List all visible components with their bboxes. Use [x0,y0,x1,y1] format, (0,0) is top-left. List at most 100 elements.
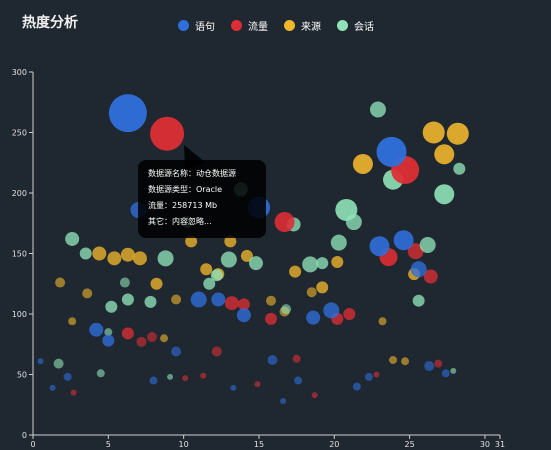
bubble-语句 [49,384,56,391]
bubble-流量 [407,243,424,260]
bubble-语句 [424,361,435,372]
bubble-流量 [254,381,261,388]
bubble-流量 [182,375,189,382]
bubble-语句 [149,376,158,385]
bubble-流量 [70,389,77,396]
bubble-语句 [306,310,321,325]
bubble-来源 [266,295,277,306]
y-tick-label: 50 [17,371,27,380]
bubble-会话 [167,373,174,380]
bubble-会话 [79,247,92,260]
bubble-语句 [89,322,104,337]
bubble-会话 [281,304,292,315]
data-tooltip: 数据源名称：动仓数据源 数据源类型：Oracle 流量：258713 Mb 其它… [138,160,266,238]
bubble-来源 [132,251,147,266]
bubble-来源 [224,235,237,248]
bubble-语句 [323,302,340,319]
bubble-语句 [230,384,237,391]
bubble-流量 [200,372,207,379]
legend-item-traffic[interactable]: 流量 [231,18,268,33]
bubble-会话 [369,101,386,118]
bubble-语句 [369,236,390,257]
legend-item-session[interactable]: 会话 [337,18,374,33]
bubble-会话 [104,328,113,337]
bubble-流量 [150,116,185,151]
bubble-会话 [53,358,64,369]
bubble-来源 [306,287,317,298]
bubble-会话 [434,184,455,205]
bubble-来源 [107,251,122,266]
legend: 语句 流量 来源 会话 [178,18,374,33]
bubble-语句 [63,372,72,381]
bubble-流量 [224,296,239,311]
x-tick-label: 20 [329,440,339,449]
bubble-语句 [280,398,287,405]
bubble-流量 [311,392,318,399]
bubble-会话 [302,256,319,273]
x-tick-label: 30 [480,440,490,449]
bubble-会话 [335,198,358,221]
bubble-会话 [412,294,425,307]
bubble-语句 [37,358,44,365]
bubble-语句 [376,136,407,167]
legend-label-session: 会话 [354,22,374,33]
bubble-来源 [434,144,455,165]
bubble-语句 [267,354,278,365]
bubble-会话 [248,256,263,271]
bubble-流量 [237,298,250,311]
bubble-流量 [121,327,134,340]
legend-item-statement[interactable]: 语句 [178,18,215,33]
bubble-来源 [68,317,77,326]
y-tick-label: 250 [12,129,27,138]
y-tick-label: 300 [12,68,27,77]
bubble-语句 [410,261,427,278]
bubble-来源 [200,263,213,276]
bubble-会话 [119,277,130,288]
legend-label-traffic: 流量 [248,22,268,33]
x-tick-label: 10 [179,440,189,449]
bubble-语句 [441,369,450,378]
bubble-会话 [330,234,347,251]
x-tick-label: 0 [30,440,35,449]
bubble-会话 [157,250,174,267]
x-tick-label: 5 [106,440,111,449]
bubble-来源 [171,294,182,305]
bubble-会话 [316,257,329,270]
bubble-语句 [171,346,182,357]
legend-item-source[interactable]: 来源 [284,18,321,33]
legend-dot-statement [178,20,189,31]
bubble-来源 [160,334,169,343]
bubble-语句 [190,291,207,308]
bubble-会话 [96,369,105,378]
bubble-会话 [220,251,237,268]
bubble-会话 [203,277,216,290]
bubble-流量 [265,312,278,325]
bubble-流量 [434,359,443,368]
bubble-流量 [292,354,301,363]
bubble-来源 [92,246,107,261]
x-tick-label: 25 [405,440,415,449]
bubble-来源 [150,277,163,290]
x-tick-label: 15 [254,440,264,449]
tooltip-line-traffic: 流量：258713 Mb [148,201,218,210]
bubble-语句 [236,308,251,323]
bubble-语句 [352,382,361,391]
tooltip-line-source-name: 数据源名称：动仓数据源 [148,169,236,178]
legend-label-source: 来源 [301,22,321,33]
bubble-会话 [105,300,118,313]
bubble-会话 [121,293,134,306]
bubble-会话 [419,237,436,254]
bubble-流量 [147,331,158,342]
bubble-语句 [108,94,147,133]
bubble-流量 [373,371,380,378]
bubble-语句 [211,292,226,307]
y-tick-label: 150 [12,250,27,259]
bubble-语句 [102,334,115,347]
bubble-来源 [352,153,373,174]
y-tick-label: 100 [12,310,27,319]
y-tick-label: 0 [22,431,27,440]
legend-dot-source [284,20,295,31]
bubble-流量 [211,346,222,357]
y-tick-label: 200 [12,189,27,198]
